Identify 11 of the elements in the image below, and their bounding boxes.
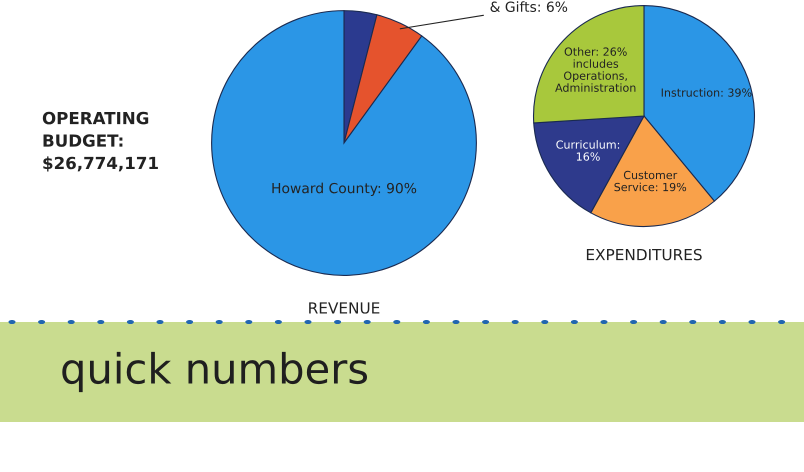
text: REVENUE — [309, 302, 380, 314]
text: EXPENDITURES — [586, 248, 702, 260]
text: OPERATING BUDGET: $26,774,171 — [42, 112, 158, 172]
slice-label: Other: 26% includes Operations, Administration — [555, 47, 636, 92]
slice-label: Curriculum: 16% — [556, 140, 620, 161]
text: quick numbers — [62, 352, 368, 392]
pie-slice — [211, 10, 477, 276]
slice-label: Customer Service: 19% — [614, 170, 686, 192]
slice-label: & Gifts: 6% — [490, 1, 568, 12]
slice-label: Howard County: 90% — [272, 182, 416, 196]
slice-label: Instruction: 39% — [662, 88, 752, 97]
